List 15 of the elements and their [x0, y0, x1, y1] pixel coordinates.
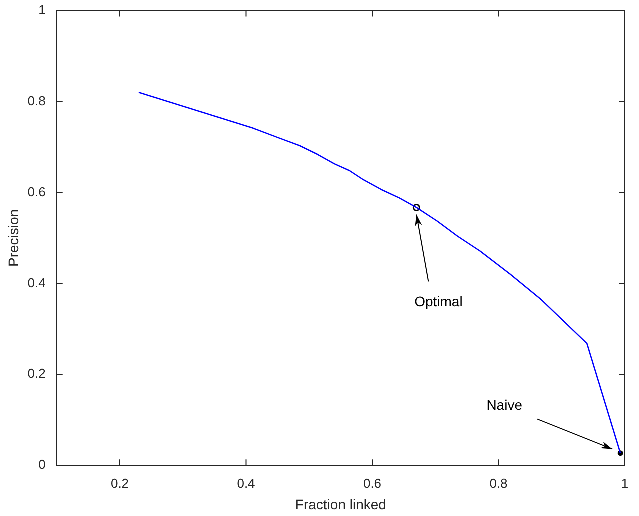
y-tick-label: 0.4	[28, 275, 46, 290]
x-axis-title: Fraction linked	[295, 496, 386, 512]
y-tick-label: 0.6	[28, 184, 46, 200]
y-tick-label: 0	[38, 457, 46, 472]
y-tick-label: 1	[38, 2, 46, 18]
x-tick-label: 0.2	[110, 476, 130, 491]
annotation: Optimal	[414, 294, 463, 310]
y-axis-title: Precision	[5, 209, 22, 267]
x-tick-label: 0.4	[237, 476, 256, 491]
annotation: Naive	[486, 397, 523, 414]
x-tick-label: 1	[621, 476, 629, 491]
y-tick-label: 0.8	[28, 93, 46, 108]
x-tick-label: 0.6	[363, 476, 382, 491]
x-tick-label: 0.8	[490, 476, 508, 491]
y-tick-label: 0.2	[28, 366, 46, 382]
